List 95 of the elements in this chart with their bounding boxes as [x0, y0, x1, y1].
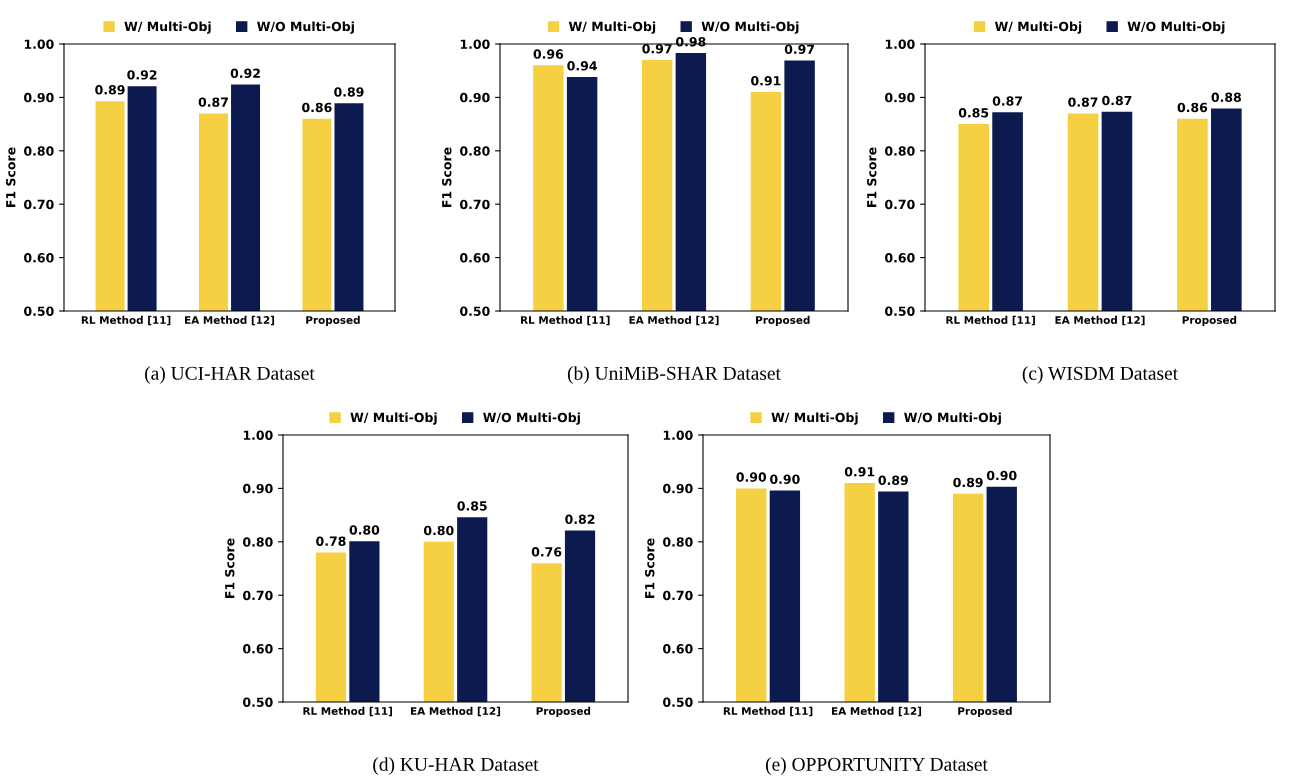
- y-tick-label: 0.80: [243, 537, 273, 547]
- data-label: 0.97: [784, 44, 815, 54]
- y-tick-label: 1.00: [885, 39, 915, 49]
- y-tick-label: 0.70: [24, 199, 54, 210]
- legend-label: W/O Multi-Obj: [483, 412, 580, 425]
- y-tick-label: 0.50: [885, 306, 915, 316]
- data-label: 0.80: [423, 525, 454, 536]
- data-label: 0.76: [531, 547, 562, 557]
- data-label: 0.89: [953, 477, 983, 488]
- x-tick-label: EA Method [12]: [411, 706, 501, 717]
- data-label: 0.89: [95, 85, 125, 95]
- data-label: 0.98: [676, 37, 706, 47]
- x-tick-label: Proposed: [958, 706, 1012, 717]
- data-label: 0.91: [844, 467, 875, 477]
- y-tick-label: 1.00: [243, 430, 273, 440]
- y-tick-label: 0.70: [663, 590, 693, 601]
- x-tick-label: RL Method [11]: [946, 315, 1035, 326]
- data-label: 0.85: [457, 501, 487, 511]
- y-tick-label: 0.60: [24, 253, 54, 263]
- y-tick-label: 0.50: [243, 697, 273, 707]
- x-tick-label: Proposed: [306, 315, 360, 326]
- x-tick-label: EA Method [12]: [832, 706, 922, 717]
- y-tick-label: 1.00: [24, 39, 54, 49]
- data-label: 0.85: [958, 108, 989, 118]
- data-label: 0.78: [316, 536, 346, 546]
- data-label: 0.91: [751, 76, 781, 86]
- data-label: 0.92: [127, 70, 157, 80]
- data-label: 0.86: [302, 102, 332, 113]
- y-tick-label: 0.80: [460, 146, 490, 156]
- y-tick-label: 0.50: [24, 306, 54, 316]
- y-tick-label: 0.90: [24, 92, 54, 103]
- data-label: 0.90: [986, 470, 1017, 481]
- y-tick-label: 0.90: [885, 92, 915, 103]
- y-tick-label: 1.00: [663, 430, 693, 440]
- y-tick-label: 0.80: [885, 146, 915, 156]
- y-tick-label: 0.50: [663, 697, 693, 707]
- y-tick-label: 0.90: [460, 92, 490, 103]
- x-tick-label: RL Method [11]: [81, 315, 171, 326]
- text: (d) KU-HAR Dataset: [373, 757, 539, 775]
- y-tick-label: 0.60: [663, 644, 693, 654]
- data-label: 0.82: [565, 514, 595, 524]
- text: (b) UniMiB-SHAR Dataset: [567, 366, 781, 384]
- legend-label: W/ Multi-Obj: [350, 412, 437, 425]
- legend-label: W/O Multi-Obj: [1127, 21, 1225, 34]
- data-label: 0.97: [642, 43, 672, 54]
- data-label: 0.94: [567, 61, 597, 71]
- y-tick-label: 0.60: [243, 644, 273, 654]
- data-label: 0.88: [1211, 92, 1241, 103]
- y-tick-label: 0.90: [243, 483, 273, 494]
- y-tick-label: 0.70: [885, 199, 915, 210]
- y-tick-label: 0.80: [663, 537, 693, 547]
- data-label: 0.80: [349, 525, 380, 535]
- data-label: 0.87: [1068, 97, 1098, 107]
- data-label: 0.86: [1177, 102, 1208, 113]
- x-tick-label: RL Method [11]: [303, 706, 392, 717]
- y-tick-label: 0.70: [243, 590, 273, 601]
- y-axis-title: F1 Score: [442, 147, 452, 207]
- data-label: 0.87: [198, 97, 228, 107]
- legend-label: W/O Multi-Obj: [257, 21, 354, 34]
- y-tick-label: 0.80: [24, 146, 54, 156]
- legend-label: W/ Multi-Obj: [771, 412, 858, 425]
- data-label: 0.90: [770, 474, 800, 484]
- data-label: 0.96: [533, 49, 564, 59]
- legend-label: W/O Multi-Obj: [701, 21, 799, 34]
- x-tick-label: EA Method [12]: [185, 315, 275, 326]
- x-tick-label: RL Method [11]: [521, 315, 610, 326]
- x-tick-label: RL Method [11]: [723, 706, 813, 717]
- data-label: 0.87: [992, 96, 1022, 106]
- x-tick-label: EA Method [12]: [629, 315, 719, 326]
- data-label: 0.89: [878, 475, 908, 486]
- text: (a) UCI-HAR Dataset: [145, 366, 315, 384]
- legend-label: W/O Multi-Obj: [904, 412, 1001, 425]
- text: (e) OPPORTUNITY Dataset: [765, 757, 988, 775]
- y-tick-label: 0.50: [460, 306, 490, 316]
- data-label: 0.92: [230, 68, 260, 78]
- text: (c) WISDM Dataset: [1022, 366, 1179, 384]
- data-label: 0.89: [334, 87, 364, 97]
- x-tick-label: EA Method [12]: [1055, 315, 1145, 326]
- x-tick-label: Proposed: [756, 315, 810, 326]
- x-tick-label: Proposed: [1182, 315, 1237, 326]
- y-tick-label: 0.60: [885, 253, 915, 263]
- y-axis-title: F1 Score: [867, 147, 877, 207]
- y-tick-label: 0.90: [663, 483, 693, 494]
- y-axis-title: F1 Score: [225, 538, 235, 598]
- legend-label: W/ Multi-Obj: [994, 21, 1082, 34]
- y-axis-title: F1 Score: [645, 538, 655, 598]
- y-tick-label: 0.70: [460, 199, 490, 210]
- x-tick-label: Proposed: [536, 706, 591, 717]
- y-tick-label: 0.60: [460, 253, 490, 263]
- data-label: 0.90: [736, 472, 767, 482]
- legend-label: W/ Multi-Obj: [568, 21, 656, 34]
- data-label: 0.87: [1102, 95, 1132, 106]
- y-tick-label: 1.00: [460, 39, 490, 49]
- y-axis-title: F1 Score: [6, 147, 16, 207]
- legend-label: W/ Multi-Obj: [124, 21, 211, 34]
